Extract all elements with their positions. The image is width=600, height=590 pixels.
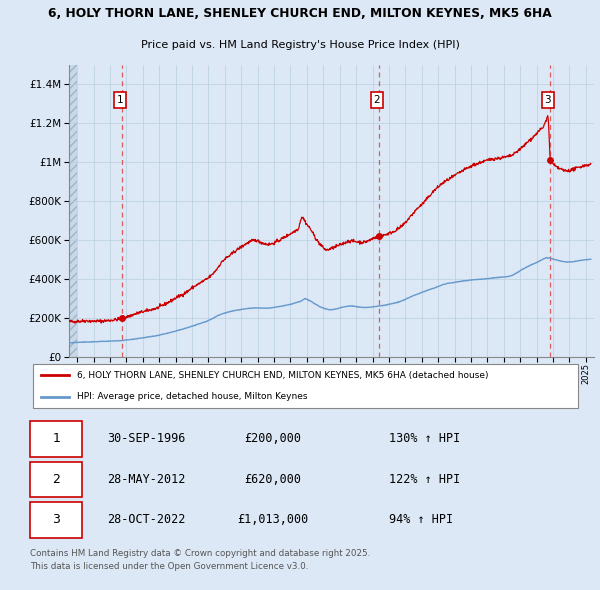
Text: Contains HM Land Registry data © Crown copyright and database right 2025.
This d: Contains HM Land Registry data © Crown c… xyxy=(30,549,370,571)
Text: £200,000: £200,000 xyxy=(244,432,301,445)
Text: 2: 2 xyxy=(373,95,380,105)
Text: 94% ↑ HPI: 94% ↑ HPI xyxy=(389,513,453,526)
FancyBboxPatch shape xyxy=(30,502,82,537)
Text: £1,013,000: £1,013,000 xyxy=(237,513,308,526)
Text: 28-OCT-2022: 28-OCT-2022 xyxy=(107,513,185,526)
Text: Price paid vs. HM Land Registry's House Price Index (HPI): Price paid vs. HM Land Registry's House … xyxy=(140,40,460,50)
Text: 130% ↑ HPI: 130% ↑ HPI xyxy=(389,432,460,445)
Text: 1: 1 xyxy=(116,95,123,105)
FancyBboxPatch shape xyxy=(33,363,578,408)
Bar xyxy=(69,65,77,357)
Text: 28-MAY-2012: 28-MAY-2012 xyxy=(107,473,185,486)
FancyBboxPatch shape xyxy=(30,421,82,457)
Text: 1: 1 xyxy=(53,432,61,445)
Text: 3: 3 xyxy=(53,513,61,526)
Text: 6, HOLY THORN LANE, SHENLEY CHURCH END, MILTON KEYNES, MK5 6HA (detached house): 6, HOLY THORN LANE, SHENLEY CHURCH END, … xyxy=(77,371,488,380)
Text: 2: 2 xyxy=(53,473,61,486)
Text: £620,000: £620,000 xyxy=(244,473,301,486)
FancyBboxPatch shape xyxy=(30,461,82,497)
Text: 3: 3 xyxy=(544,95,551,105)
Text: 6, HOLY THORN LANE, SHENLEY CHURCH END, MILTON KEYNES, MK5 6HA: 6, HOLY THORN LANE, SHENLEY CHURCH END, … xyxy=(48,7,552,20)
Text: HPI: Average price, detached house, Milton Keynes: HPI: Average price, detached house, Milt… xyxy=(77,392,307,401)
Text: 122% ↑ HPI: 122% ↑ HPI xyxy=(389,473,460,486)
Bar xyxy=(69,65,77,357)
Text: 30-SEP-1996: 30-SEP-1996 xyxy=(107,432,185,445)
